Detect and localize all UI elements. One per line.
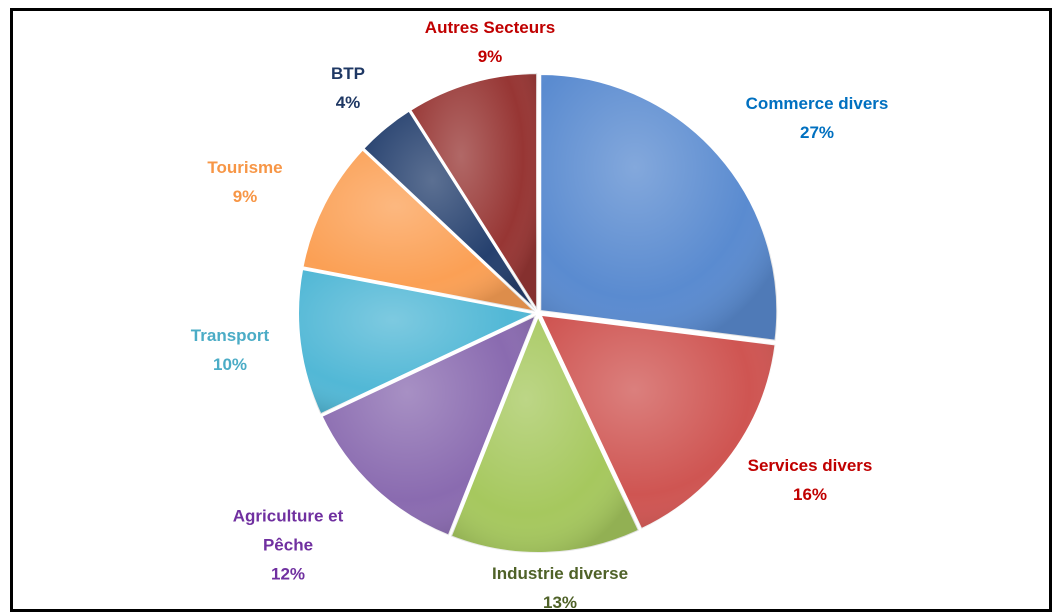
category-label: Autres Secteurs [424,18,556,37]
category-label: Services divers [747,456,873,475]
value-label: 10% [212,355,248,374]
data-label: Tourisme 9% [165,153,325,211]
value-label: 9% [232,187,258,206]
value-label: 4% [335,93,361,112]
category-label: Industrie diverse [491,564,629,583]
value-label: 13% [542,593,578,612]
data-label: Commerce divers 27% [717,89,917,147]
category-label: BTP [331,64,365,83]
chart-border [10,8,1052,612]
data-label: Industrie diverse 13% [450,559,670,616]
data-label: Transport 10% [150,321,310,379]
data-label: Agriculture et Pêche 12% [218,502,358,589]
data-label: Services divers 16% [710,451,910,509]
category-label: Commerce divers [745,94,889,113]
value-label: 16% [792,485,828,504]
category-label: Transport [190,326,270,345]
data-label: BTP 4% [308,59,388,117]
data-label: Autres Secteurs 9% [390,13,590,71]
value-label: 27% [799,123,835,142]
category-label: Agriculture et Pêche [232,506,344,555]
category-label: Tourisme [207,158,283,177]
value-label: 12% [270,564,306,584]
value-label: 9% [477,47,503,66]
